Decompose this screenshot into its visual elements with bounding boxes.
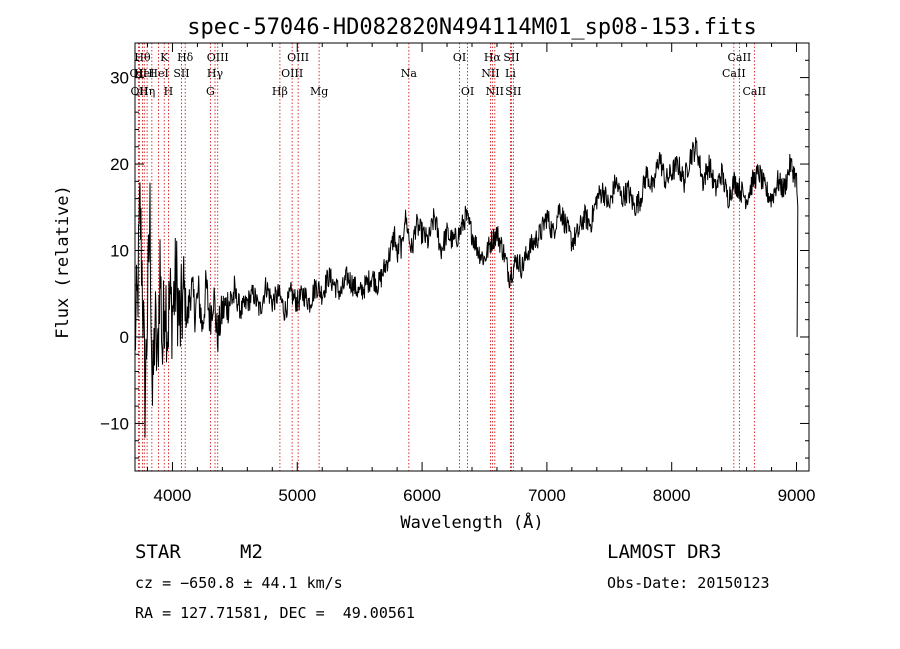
y-tick-label: 30	[110, 69, 129, 88]
y-tick-label: 10	[110, 242, 129, 261]
coordinates-readout: RA = 127.71581, DEC = 49.00561	[135, 604, 415, 622]
x-axis-ticks: 4000 5000 6000 7000 8000 9000	[146, 43, 816, 505]
emission-line-markers	[137, 43, 755, 471]
y-tick-label: 0	[120, 328, 129, 347]
line-marker-label: SII	[173, 67, 189, 80]
x-tick-label: 8000	[653, 486, 691, 505]
line-marker-label: HeI	[134, 67, 154, 80]
object-class: STAR	[135, 541, 181, 563]
chart-title: spec-57046-HD082820N494114M01_sp08-153.f…	[187, 15, 757, 40]
line-marker-label: Mg	[310, 85, 328, 98]
emission-line-labels: OIIOIIHθHeIHηHeIKHSIIHδGHγOIIIHβOIIIOIII…	[130, 51, 767, 98]
x-tick-label: 5000	[278, 486, 316, 505]
redshift-readout: cz = −650.8 ± 44.1 km/s	[135, 574, 343, 592]
line-marker-label: K	[160, 51, 169, 64]
object-subclass: M2	[240, 541, 263, 563]
line-marker-label: Li	[505, 67, 516, 80]
x-tick-label: 7000	[528, 486, 566, 505]
line-marker-label: SII	[503, 51, 519, 64]
x-tick-label: 9000	[778, 486, 816, 505]
x-tick-label: 6000	[403, 486, 441, 505]
x-tick-label: 4000	[154, 486, 192, 505]
y-axis-ticks: −10 0 10 20 30	[100, 42, 809, 459]
line-marker-label: SII	[505, 85, 521, 98]
line-marker-label: Hα	[484, 51, 502, 64]
line-marker-label: G	[206, 85, 215, 98]
line-marker-label: CaII	[742, 85, 766, 98]
line-marker-label: OIII	[207, 51, 229, 64]
line-marker-label: H	[164, 85, 174, 98]
y-axis-label: Flux (relative)	[53, 185, 73, 339]
line-marker-label: Na	[401, 67, 418, 80]
survey-name: LAMOST DR3	[607, 541, 722, 563]
line-marker-label: Hδ	[177, 51, 194, 64]
line-marker-label: OIII	[281, 67, 303, 80]
spectrum-series	[134, 137, 799, 438]
observation-date: Obs-Date: 20150123	[607, 574, 770, 592]
spectrum-line	[134, 137, 799, 438]
line-marker-label: CaII	[728, 51, 752, 64]
line-marker-label: OII	[130, 67, 148, 80]
x-axis-label: Wavelength (Å)	[400, 511, 543, 533]
line-marker-label: OI	[453, 51, 466, 64]
line-marker-label: Hθ	[134, 51, 151, 64]
line-marker-label: Hη	[139, 85, 155, 98]
line-marker-label: CaII	[722, 67, 746, 80]
line-marker-label: NII	[481, 67, 499, 80]
line-marker-label: OIII	[287, 51, 309, 64]
y-tick-label: 20	[110, 155, 129, 174]
line-marker-label: HeI	[148, 67, 168, 80]
line-marker-label: NII	[486, 85, 504, 98]
y-tick-label: −10	[100, 414, 129, 433]
line-marker-label: Hβ	[272, 85, 288, 98]
line-marker-label: Hγ	[207, 67, 224, 80]
plot-frame	[134, 42, 810, 472]
line-marker-label: OI	[461, 85, 474, 98]
